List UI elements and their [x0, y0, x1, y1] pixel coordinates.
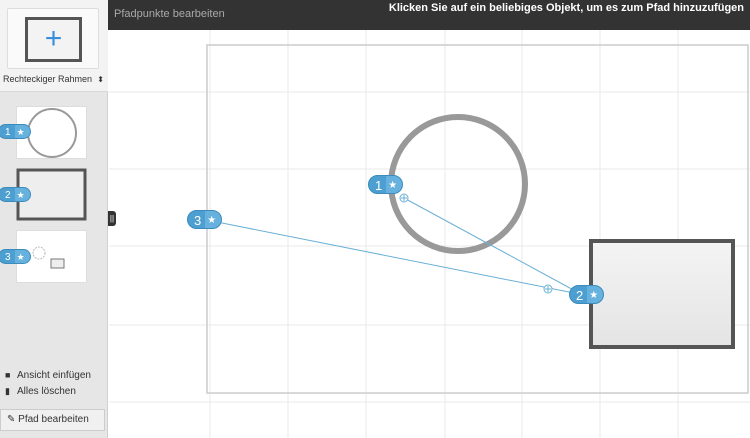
- path-segment: [216, 221, 580, 295]
- canvas[interactable]: [109, 30, 750, 438]
- step-badge-1[interactable]: 1 ★: [0, 124, 31, 139]
- plus-icon: +: [25, 17, 82, 62]
- sidebar-resize-handle[interactable]: ||: [108, 211, 116, 226]
- frame-type-select[interactable]: Rechteckiger Rahmen ⬍: [3, 74, 107, 84]
- insert-view-button[interactable]: ■ Ansicht einfügen: [5, 370, 91, 381]
- star-icon: ★: [205, 211, 222, 228]
- trash-icon: ▮: [5, 386, 10, 396]
- pencil-icon: ✎: [7, 414, 16, 425]
- frame-panel: + Rechteckiger Rahmen ⬍: [0, 0, 108, 92]
- path-point-2[interactable]: 2 ★: [569, 285, 605, 304]
- add-frame-button[interactable]: +: [7, 8, 99, 69]
- star-icon: ★: [14, 250, 30, 263]
- header-message: Klicken Sie auf ein beliebiges Objekt, u…: [388, 2, 744, 14]
- path-point-1[interactable]: 1 ★: [368, 175, 404, 194]
- path-segment: [403, 197, 580, 294]
- camera-icon: ■: [5, 370, 11, 380]
- star-icon: ★: [14, 188, 30, 201]
- edit-path-button[interactable]: ✎ Pfad bearbeiten: [0, 409, 105, 431]
- step-badge-3[interactable]: 3 ★: [0, 249, 31, 264]
- rectangle-object: [589, 239, 735, 349]
- sidebar: + Rechteckiger Rahmen ⬍ 1 ★ 2 ★ 3 ★ ■ Ansicht…: [0, 0, 108, 438]
- star-icon: ★: [386, 176, 403, 193]
- star-icon: ★: [14, 125, 30, 138]
- star-icon: ★: [587, 286, 604, 303]
- path-point-3[interactable]: 3 ★: [187, 210, 223, 229]
- chevron-updown-icon: ⬍: [97, 74, 104, 84]
- clear-all-button[interactable]: ▮ Alles löschen: [5, 386, 76, 397]
- header-title: Pfadpunkte bearbeiten: [114, 8, 225, 20]
- header-bar: Pfadpunkte bearbeiten Klicken Sie auf ei…: [108, 0, 750, 30]
- step-badge-2[interactable]: 2 ★: [0, 187, 31, 202]
- circle-object: [388, 114, 528, 254]
